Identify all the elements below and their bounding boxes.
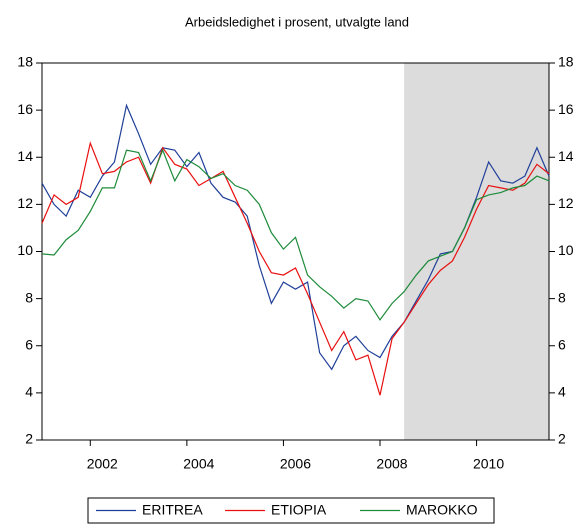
y2-tick-label: 10 [558,242,574,258]
series-line [41,148,550,321]
y2-tick-label: 16 [558,101,574,117]
y2-tick-label: 4 [558,384,566,400]
y2-tick-label: 18 [558,54,574,70]
y-tick-label: 14 [17,148,33,164]
y2-tick-label: 12 [558,195,574,211]
x-tick-label: 2008 [376,456,407,472]
y2-tick-label: 8 [558,289,566,305]
y-tick-label: 2 [25,431,33,447]
legend-label: ERITREA [142,502,203,518]
legend-label: MAROKKO [406,502,478,518]
series-line [41,141,550,396]
y2-tick-label: 2 [558,431,566,447]
x-tick-label: 2002 [87,456,118,472]
shaded-region [404,63,549,440]
legend-label: ETIOPIA [271,502,327,518]
y-tick-label: 4 [25,384,33,400]
y-tick-label: 6 [25,336,33,352]
x-tick-label: 2004 [183,456,214,472]
x-tick-label: 2010 [473,456,504,472]
y-tick-label: 12 [17,195,33,211]
y-tick-label: 18 [17,54,33,70]
y2-tick-label: 6 [558,336,566,352]
y-tick-label: 8 [25,289,33,305]
x-tick-label: 2006 [280,456,311,472]
y-tick-label: 16 [17,101,33,117]
legend-box [87,497,495,524]
y-tick-label: 10 [17,242,33,258]
chart-title: Arbeidsledighet i prosent, utvalgte land [185,14,409,29]
y2-tick-label: 14 [558,148,574,164]
